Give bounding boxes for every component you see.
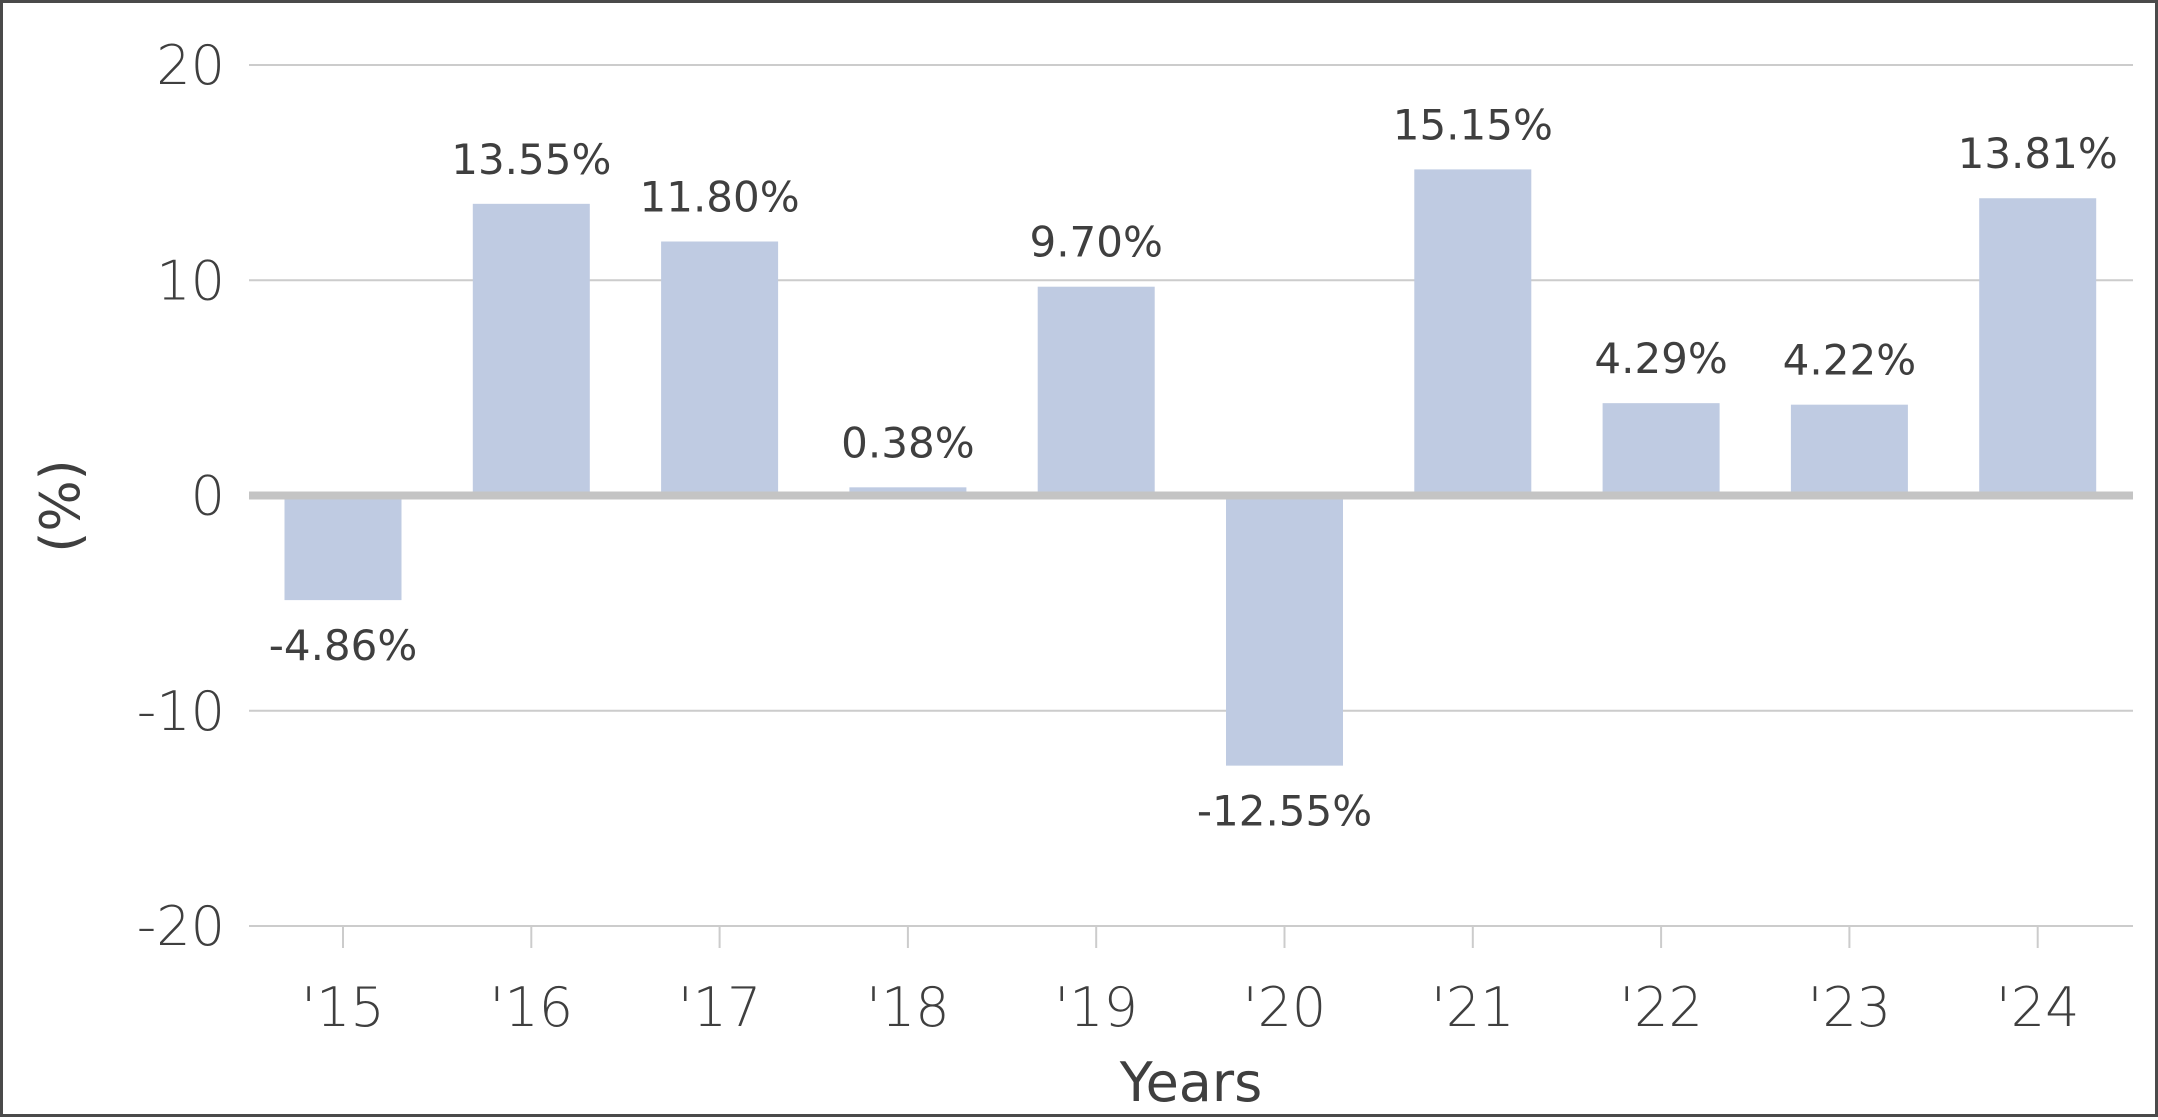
x-tick-label-3: '18 bbox=[866, 976, 950, 1039]
x-tick-label-1: '16 bbox=[490, 976, 574, 1039]
x-tick-label-7: '22 bbox=[1619, 976, 1703, 1039]
x-axis-title: Years bbox=[1119, 1051, 1262, 1114]
data-label-0: -4.86% bbox=[269, 621, 418, 670]
y-tick-label-0: 0 bbox=[191, 465, 225, 528]
data-label-5: -12.55% bbox=[1197, 787, 1372, 836]
y-tick-label-10: 10 bbox=[156, 249, 225, 312]
bar-7 bbox=[1602, 403, 1720, 496]
bar-8 bbox=[1790, 404, 1908, 496]
data-label-1: 13.55% bbox=[451, 135, 611, 184]
data-label-9: 13.81% bbox=[1958, 129, 2118, 178]
x-tick-label-4: '19 bbox=[1054, 976, 1138, 1039]
bar-0 bbox=[284, 495, 402, 601]
x-tick-labels: '15 '16 '17 '18 '19 '20 '21 '22 '23 '24 bbox=[301, 976, 2079, 1039]
bar-6 bbox=[1414, 169, 1532, 496]
x-tick-label-5: '20 bbox=[1243, 976, 1327, 1039]
data-label-6: 15.15% bbox=[1393, 100, 1553, 149]
x-tick-label-2: '17 bbox=[678, 976, 762, 1039]
y-axis-title: (%) bbox=[29, 459, 92, 552]
x-ticks bbox=[342, 926, 2039, 948]
bars bbox=[284, 169, 2097, 766]
y-tick-label--20: -20 bbox=[137, 895, 225, 958]
bar-9 bbox=[1979, 198, 2097, 496]
y-tick-label-20: 20 bbox=[156, 34, 225, 97]
data-label-3: 0.38% bbox=[841, 418, 974, 467]
data-label-2: 11.80% bbox=[640, 173, 800, 222]
data-label-8: 4.22% bbox=[1783, 336, 1916, 385]
x-tick-label-9: '24 bbox=[1996, 976, 2080, 1039]
bar-3 bbox=[849, 487, 967, 496]
bar-2 bbox=[661, 241, 779, 496]
bar-4 bbox=[1037, 286, 1155, 496]
x-tick-label-6: '21 bbox=[1431, 976, 1515, 1039]
y-tick-labels: 20 10 0 -10 -20 bbox=[137, 34, 225, 958]
data-labels: -4.86% 13.55% 11.80% 0.38% 9.70% -12.55% 15.15… bbox=[269, 100, 2118, 835]
y-tick-label--10: -10 bbox=[137, 680, 225, 743]
x-tick-label-0: '15 bbox=[301, 976, 385, 1039]
data-label-4: 9.70% bbox=[1029, 218, 1162, 267]
bar-5 bbox=[1226, 495, 1343, 766]
data-label-7: 4.29% bbox=[1594, 334, 1727, 383]
bar-1 bbox=[472, 203, 590, 496]
x-tick-label-8: '23 bbox=[1808, 976, 1892, 1039]
bar-chart: -4.86% 13.55% 11.80% 0.38% 9.70% -12.55% 15.15… bbox=[29, 34, 2133, 1114]
